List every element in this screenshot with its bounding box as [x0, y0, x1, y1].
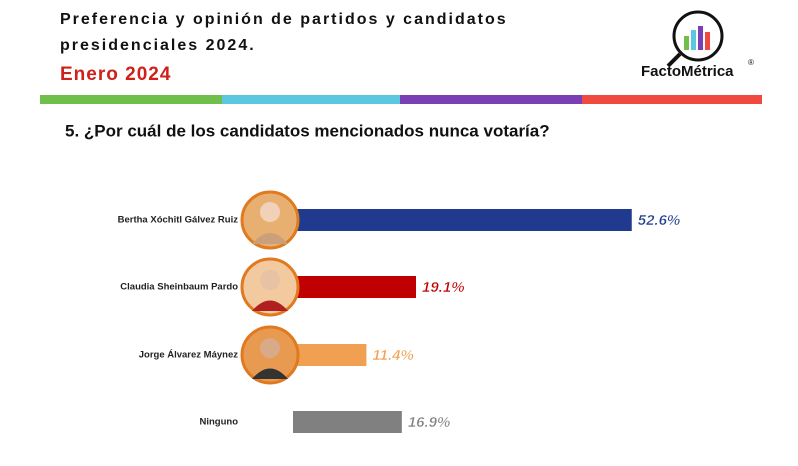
- value-label: 52.6%: [638, 212, 681, 229]
- question: 5. ¿Por cuál de los candidatos mencionad…: [65, 121, 550, 140]
- subtitle: Enero 2024: [60, 64, 171, 85]
- bar: [293, 344, 367, 366]
- category-label: Ninguno: [199, 417, 238, 428]
- avatar: [240, 325, 300, 385]
- logo-mark: ®: [748, 58, 754, 67]
- category-label: Bertha Xóchitl Gálvez Ruiz: [118, 215, 239, 226]
- color-stripe: [40, 95, 762, 104]
- bar: [293, 411, 402, 433]
- logo-text: FactoMétrica: [641, 63, 734, 80]
- value-label: 16.9%: [408, 414, 451, 431]
- avatar: [240, 257, 300, 317]
- category-label: Claudia Sheinbaum Pardo: [120, 282, 238, 293]
- title-line: presidenciales 2024.: [60, 37, 256, 54]
- category-label: Jorge Álvarez Máynez: [139, 350, 239, 361]
- value-label: 19.1%: [422, 279, 465, 296]
- avatar: [240, 190, 300, 250]
- title-line: Preferencia y opinión de partidos y cand…: [60, 11, 508, 28]
- value-label: 11.4%: [372, 347, 413, 364]
- avatars: [240, 190, 300, 385]
- bar: [293, 276, 417, 298]
- bar: [293, 209, 632, 231]
- logo-icon: [666, 10, 724, 68]
